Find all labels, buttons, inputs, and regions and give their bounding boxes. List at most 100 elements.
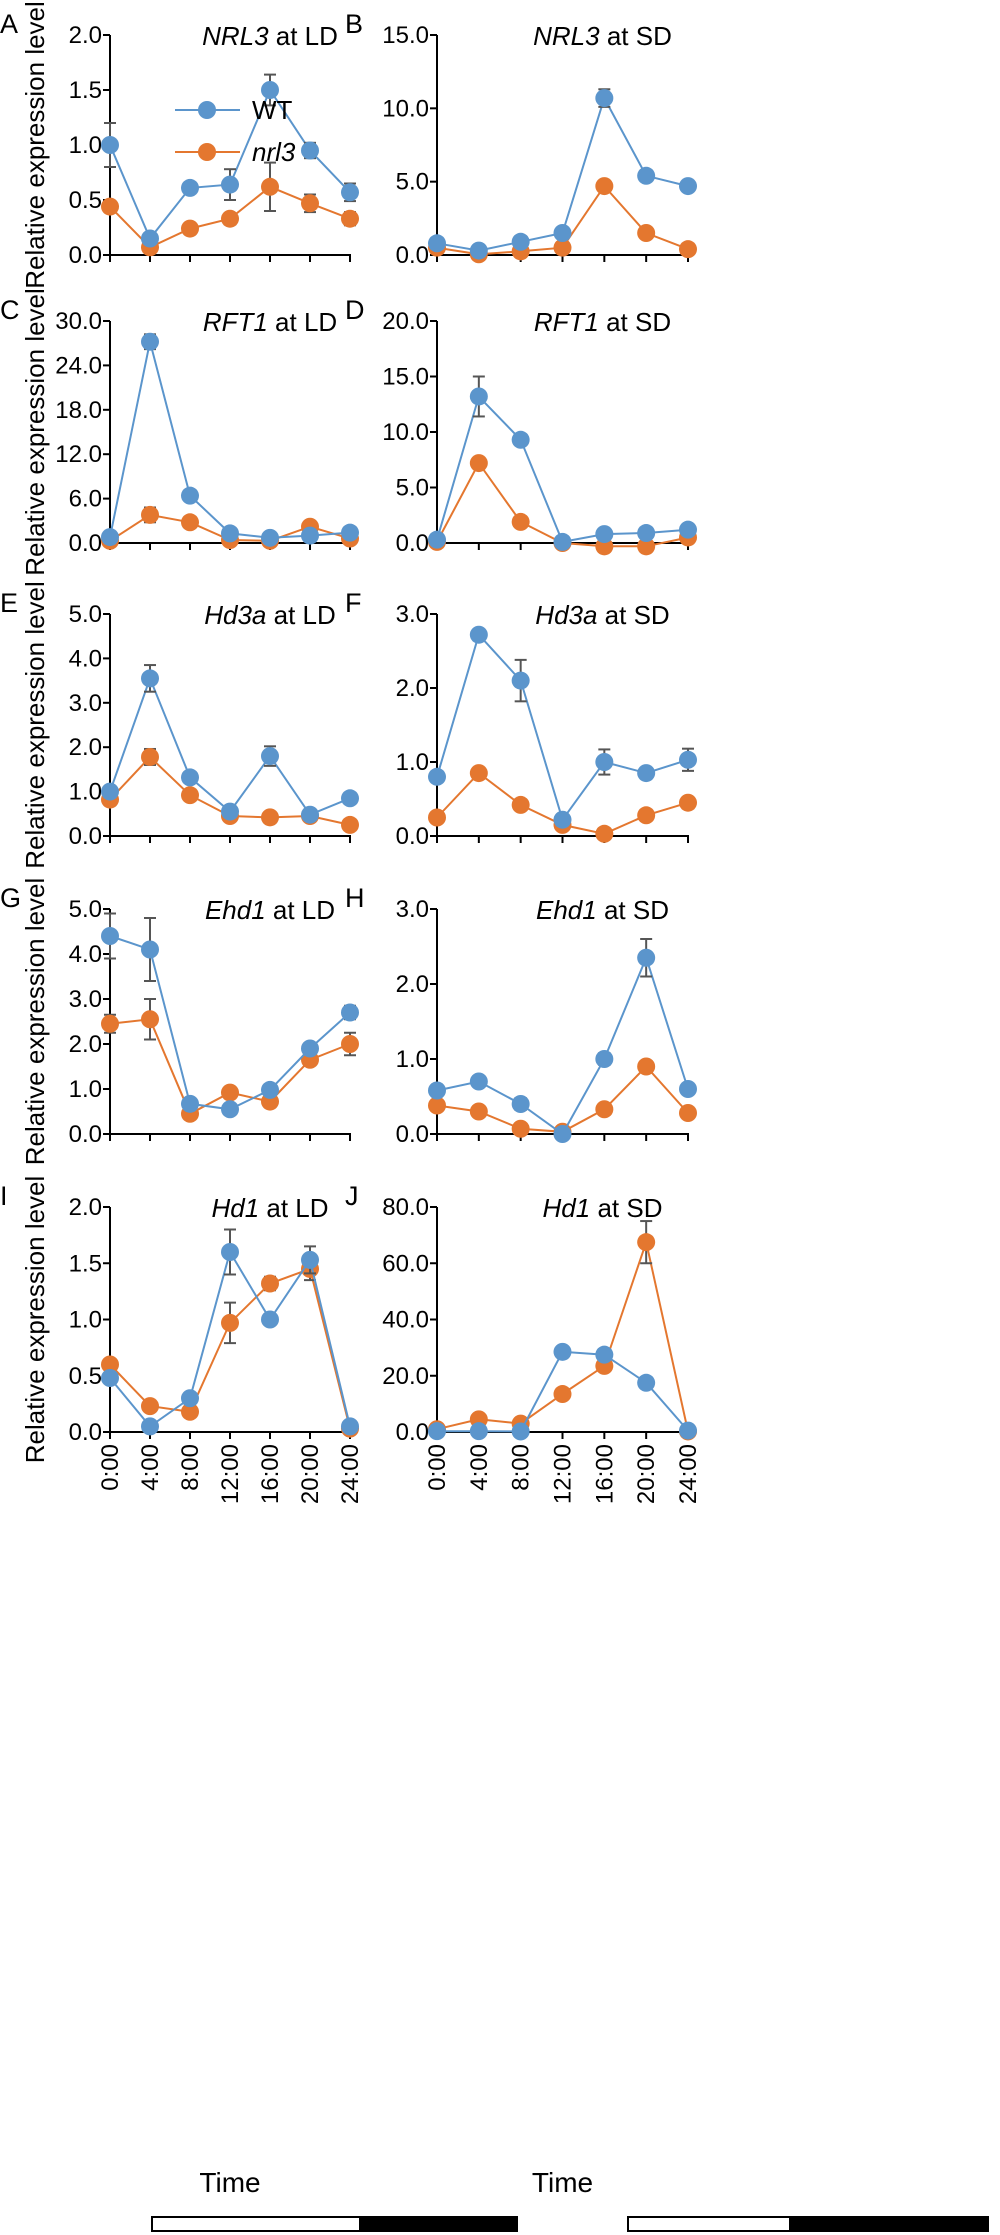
y-tick-label: 15.0 bbox=[382, 22, 429, 49]
y-tick-label: 2.0 bbox=[396, 971, 429, 998]
data-point bbox=[221, 1243, 239, 1261]
data-point bbox=[511, 232, 530, 251]
data-point bbox=[341, 523, 359, 542]
legend-marker bbox=[198, 101, 216, 119]
panel-letter: J bbox=[345, 1181, 359, 1211]
panel-title: NRL3 at SD bbox=[533, 21, 672, 51]
y-tick-label: 80.0 bbox=[382, 1194, 429, 1221]
x-tick-label: 16:00 bbox=[591, 1444, 618, 1504]
panel-title-gene: Hd3a bbox=[535, 600, 597, 630]
panel-title: Hd3a at LD bbox=[204, 600, 336, 630]
data-point bbox=[141, 1417, 159, 1436]
data-point bbox=[511, 1422, 530, 1441]
data-point bbox=[221, 175, 239, 194]
data-point bbox=[637, 806, 656, 825]
data-point bbox=[301, 194, 319, 213]
y-tick-label: 4.0 bbox=[69, 645, 102, 672]
y-tick-label: 1.0 bbox=[69, 779, 102, 806]
data-point bbox=[181, 1094, 199, 1113]
data-point bbox=[101, 1355, 119, 1374]
series-wt bbox=[101, 1228, 359, 1436]
panel-title-gene: Hd1 bbox=[543, 1193, 591, 1223]
panel-letter: A bbox=[0, 9, 18, 39]
panel-letter: B bbox=[345, 9, 363, 39]
data-point bbox=[679, 240, 697, 259]
panel-g: 0.0 1.0 2.0 3.0 4.0 5.0 G Ehd1 at LD Relative ex… bbox=[0, 878, 359, 1165]
data-point bbox=[553, 224, 572, 242]
x-tick-label: 12:00 bbox=[550, 1444, 577, 1504]
data-point bbox=[101, 927, 119, 945]
x-tick-label: 20:00 bbox=[633, 1444, 660, 1504]
data-point bbox=[637, 948, 656, 967]
panel-title-suffix: at LD bbox=[266, 895, 335, 925]
series-nrl3 bbox=[428, 177, 697, 264]
panel-title-gene: RFT1 bbox=[534, 307, 599, 337]
series-wt bbox=[428, 938, 697, 1143]
panel-title-gene: NRL3 bbox=[202, 21, 269, 51]
data-point bbox=[141, 505, 159, 524]
data-point bbox=[181, 178, 199, 197]
panel-f: 0.0 1.0 2.0 3.0 F Hd3a at SD bbox=[345, 588, 697, 850]
light-period-bar bbox=[627, 2216, 791, 2232]
data-point bbox=[301, 1250, 319, 1269]
data-point bbox=[469, 1102, 488, 1121]
data-point bbox=[261, 177, 279, 196]
data-point bbox=[595, 177, 614, 196]
data-point bbox=[428, 234, 446, 253]
data-point bbox=[221, 1083, 239, 1102]
data-point bbox=[469, 454, 488, 473]
y-tick-label: 20.0 bbox=[382, 1363, 429, 1390]
panel-letter: F bbox=[345, 588, 362, 618]
y-tick-label: 1.0 bbox=[396, 749, 429, 776]
data-point bbox=[181, 513, 199, 532]
panel-title-suffix: at LD bbox=[269, 21, 338, 51]
legend-label: nrl3 bbox=[252, 137, 296, 167]
data-point bbox=[181, 1402, 199, 1421]
x-tick-label: 8:00 bbox=[177, 1444, 204, 1491]
y-tick-label: 0.0 bbox=[396, 823, 429, 850]
panel-letter: D bbox=[345, 295, 365, 325]
data-point bbox=[637, 1057, 656, 1076]
data-point bbox=[553, 532, 572, 551]
data-point bbox=[141, 940, 159, 959]
x-tick-label: 4:00 bbox=[466, 1444, 493, 1491]
data-point bbox=[469, 1072, 488, 1091]
y-tick-label: 30.0 bbox=[55, 308, 102, 335]
panel-title: Hd1 at LD bbox=[211, 1193, 328, 1223]
data-point bbox=[261, 1274, 279, 1293]
panel-letter: G bbox=[0, 883, 21, 913]
data-point bbox=[428, 1422, 446, 1441]
data-point bbox=[301, 805, 319, 824]
data-point bbox=[511, 430, 530, 449]
y-tick-label: 12.0 bbox=[55, 441, 102, 468]
y-tick-label: 0.0 bbox=[396, 242, 429, 269]
data-point bbox=[301, 526, 319, 545]
data-point bbox=[637, 224, 656, 242]
data-point bbox=[679, 520, 697, 539]
data-point bbox=[637, 166, 656, 185]
y-tick-label: 1.5 bbox=[69, 77, 102, 104]
y-tick-label: 10.0 bbox=[382, 95, 429, 122]
panel-title-suffix: at SD bbox=[597, 600, 669, 630]
data-point bbox=[469, 625, 488, 644]
y-tick-label: 2.0 bbox=[69, 1194, 102, 1221]
panel-title-suffix: at SD bbox=[590, 1193, 662, 1223]
series-wt bbox=[428, 1342, 697, 1441]
data-point bbox=[637, 1373, 656, 1392]
y-tick-label: 6.0 bbox=[69, 486, 102, 513]
panel-i: 0.0 0.5 1.0 1.5 2.0 I Hd1 at LD Relative expres… bbox=[0, 1176, 364, 2198]
series-wt bbox=[428, 375, 697, 551]
data-point bbox=[141, 747, 159, 766]
y-tick-label: 1.0 bbox=[69, 1307, 102, 1334]
data-point bbox=[181, 786, 199, 805]
y-tick-label: 0.5 bbox=[69, 1363, 102, 1390]
data-point bbox=[679, 1104, 697, 1122]
y-tick-label: 5.0 bbox=[69, 601, 102, 628]
data-point bbox=[553, 810, 572, 829]
data-point bbox=[595, 1100, 614, 1119]
panel-letter: E bbox=[0, 588, 18, 618]
data-point bbox=[637, 1233, 656, 1252]
data-point bbox=[428, 1096, 446, 1115]
panel-title-suffix: at LD bbox=[268, 307, 337, 337]
